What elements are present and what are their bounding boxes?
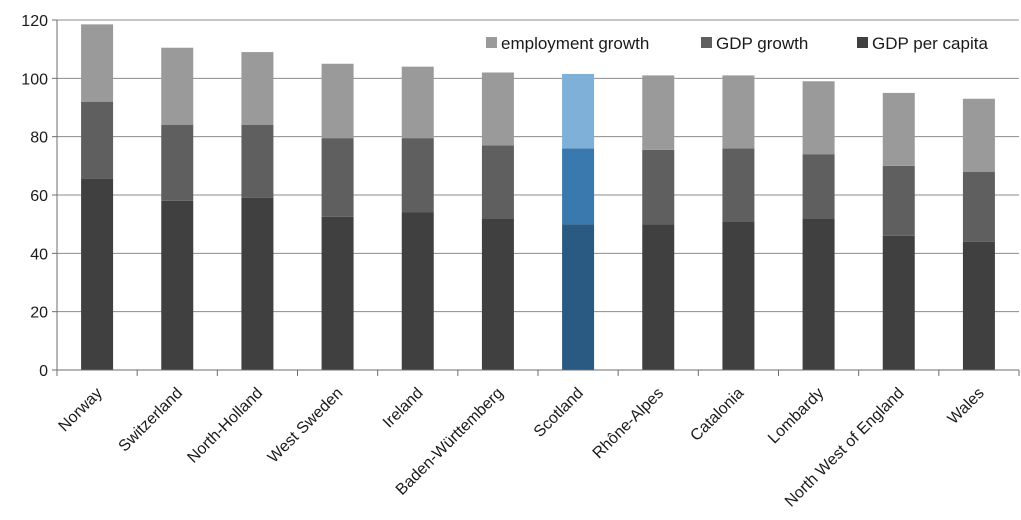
- x-tick-label: Rhône-Alpes: [590, 385, 667, 462]
- bar-segment-gdp-growth: [401, 138, 434, 213]
- bar-segment-gdp-growth: [722, 148, 755, 222]
- x-tick-label: West Sweden: [265, 385, 347, 467]
- bar-segment-gdp-growth: [962, 171, 995, 242]
- legend-label: GDP growth: [716, 34, 808, 53]
- bar-segment-employment-growth: [962, 98, 995, 172]
- bar-segment-gdp-growth: [481, 145, 514, 219]
- bar-segment-employment-growth: [241, 52, 274, 126]
- x-tick-label: North-Holland: [184, 385, 266, 467]
- bar-segment-gdp-per-capita: [161, 200, 194, 370]
- bar-segment-gdp-per-capita: [642, 224, 675, 370]
- x-tick-label: Catalonia: [687, 385, 747, 445]
- bar-segment-gdp-per-capita: [481, 218, 514, 370]
- bar-segment-employment-growth: [81, 24, 114, 102]
- gridlines: [57, 19, 1019, 313]
- bar-segment-gdp-growth: [802, 154, 835, 219]
- legend-item: GDP per capita: [857, 34, 988, 53]
- legend: employment growth GDP growth GDP per capit…: [486, 34, 988, 53]
- x-tick-label: Scotland: [531, 385, 587, 441]
- bar-segment-employment-growth: [642, 75, 675, 150]
- bar-segment-employment-growth: [562, 73, 595, 149]
- y-tick-label: 120: [21, 13, 48, 30]
- bar-segment-gdp-per-capita: [722, 221, 755, 370]
- bar-segment-gdp-per-capita: [81, 178, 114, 370]
- bar-segment-gdp-growth: [642, 149, 675, 225]
- y-tick-label: 40: [30, 246, 48, 263]
- legend-swatch: [857, 37, 868, 48]
- bar-segment-employment-growth: [481, 72, 514, 146]
- bar-segment-gdp-per-capita: [241, 197, 274, 370]
- x-tick-label: Norway: [56, 385, 106, 435]
- x-tick-label: Switzerland: [116, 385, 187, 456]
- bar-segment-employment-growth: [161, 47, 194, 126]
- bar-segment-gdp-growth: [241, 125, 274, 198]
- bar-segment-gdp-growth: [81, 101, 114, 179]
- bar-segment-gdp-per-capita: [962, 241, 995, 370]
- bar-segment-gdp-growth: [321, 138, 354, 217]
- bar-segment-gdp-per-capita: [882, 235, 915, 370]
- y-tick-label: 20: [30, 305, 48, 322]
- y-tick-label: 60: [30, 188, 48, 205]
- x-tick-label: Wales: [945, 385, 988, 428]
- legend-label: employment growth: [501, 34, 649, 53]
- legend-swatch: [486, 37, 497, 48]
- y-tick-label: 100: [21, 71, 48, 88]
- bars: [81, 24, 995, 370]
- bar-segment-gdp-per-capita: [401, 212, 434, 370]
- bar-segment-employment-growth: [401, 66, 434, 139]
- bar-segment-gdp-per-capita: [562, 224, 595, 370]
- x-tick-label: Lombardy: [765, 385, 827, 447]
- bar-segment-gdp-growth: [562, 148, 595, 225]
- y-tick-label: 0: [39, 363, 48, 380]
- bar-segment-gdp-growth: [882, 165, 915, 236]
- x-tick-label: Ireland: [380, 385, 427, 432]
- legend-item: GDP growth: [701, 34, 808, 53]
- legend-swatch: [701, 37, 712, 48]
- bar-segment-gdp-growth: [161, 125, 194, 201]
- legend-item: employment growth: [486, 34, 649, 53]
- bar-segment-gdp-per-capita: [321, 216, 354, 370]
- y-tick-label: 80: [30, 130, 48, 147]
- bar-segment-employment-growth: [882, 92, 915, 166]
- bar-segment-employment-growth: [802, 81, 835, 155]
- bar-segment-employment-growth: [722, 75, 755, 149]
- bar-segment-employment-growth: [321, 63, 354, 139]
- bar-segment-gdp-per-capita: [802, 218, 835, 370]
- legend-label: GDP per capita: [872, 34, 988, 53]
